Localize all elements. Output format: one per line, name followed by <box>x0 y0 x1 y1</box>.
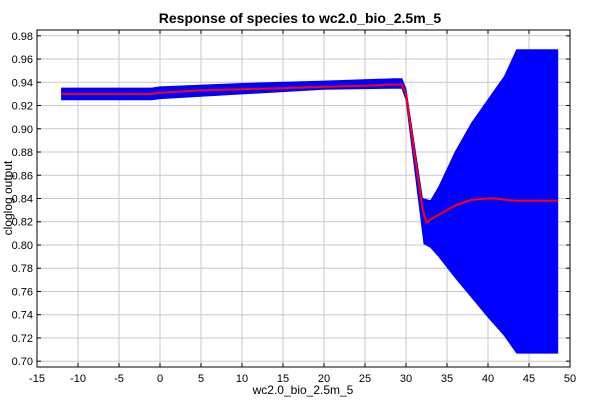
y-tick-label: 0.98 <box>12 31 33 43</box>
x-axis-label: wc2.0_bio_2.5m_5 <box>252 383 354 397</box>
y-tick-label: 0.84 <box>12 194 33 206</box>
y-tick-label: 0.78 <box>12 263 33 275</box>
x-tick-label: 20 <box>318 373 330 385</box>
y-tick-label: 0.96 <box>12 54 33 66</box>
chart-title: Response of species to wc2.0_bio_2.5m_5 <box>159 10 442 26</box>
y-axis-label: cloglog output <box>1 160 15 235</box>
x-tick-label: -15 <box>29 373 45 385</box>
x-tick-label: 15 <box>277 373 289 385</box>
mean-response-line <box>61 83 558 224</box>
x-tick-label: 5 <box>198 373 204 385</box>
y-tick-label: 0.80 <box>12 240 33 252</box>
y-tick-label: 0.86 <box>12 170 33 182</box>
y-tick-label: 0.92 <box>12 101 33 113</box>
band-area <box>61 49 559 354</box>
y-tick-label: 0.74 <box>12 310 33 322</box>
y-tick-label: 0.72 <box>12 333 33 345</box>
x-tick-label: 50 <box>564 373 576 385</box>
x-tick-label: -5 <box>114 373 124 385</box>
y-tick-label: 0.82 <box>12 217 33 229</box>
y-axis-ticks: 0.70 0.72 0.74 0.76 0.78 0.80 0.82 0.84 0.86 0.88… <box>12 31 570 368</box>
x-tick-label: 30 <box>400 373 412 385</box>
x-tick-label: 10 <box>236 373 248 385</box>
x-axis-ticks: -15 -10 -5 0 5 10 15 20 25 30 35 40 45 50 <box>29 30 576 385</box>
y-tick-label: 0.90 <box>12 124 33 136</box>
x-tick-label: 45 <box>523 373 535 385</box>
confidence-band <box>61 49 559 354</box>
x-tick-label: -10 <box>70 373 86 385</box>
y-tick-label: 0.94 <box>12 77 33 89</box>
x-tick-label: 35 <box>441 373 453 385</box>
x-tick-label: 25 <box>359 373 371 385</box>
y-tick-label: 0.76 <box>12 286 33 298</box>
x-tick-label: 40 <box>482 373 494 385</box>
x-tick-label: 0 <box>157 373 163 385</box>
y-tick-label: 0.70 <box>12 356 33 368</box>
mean-line <box>61 83 558 224</box>
y-tick-label: 0.88 <box>12 147 33 159</box>
